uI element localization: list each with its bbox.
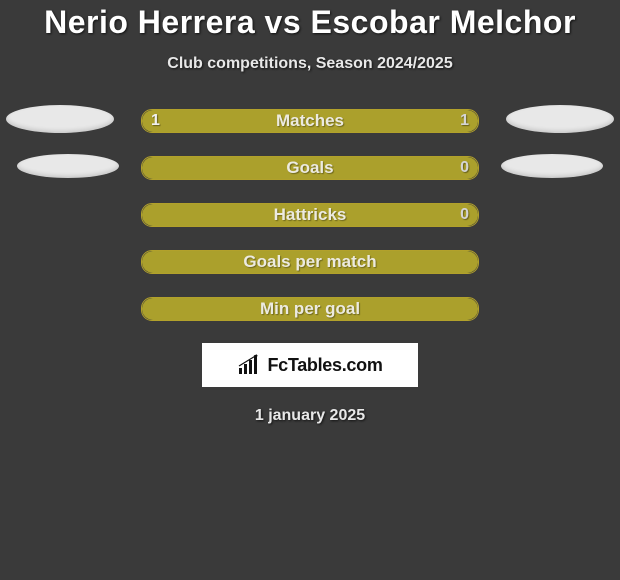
branding-badge: FcTables.com [202,343,418,387]
stat-bar-track [141,156,479,180]
stat-rows: 1 1 Matches 0 Goals 0 [0,109,620,321]
stats-comparison-card: Nerio Herrera vs Escobar Melchor Club co… [0,0,620,425]
page-title: Nerio Herrera vs Escobar Melchor [0,4,620,41]
stat-bar-track [141,109,479,133]
stat-row-min-per-goal: Min per goal [0,297,620,321]
stat-value-right: 1 [460,109,469,133]
stat-bar-track [141,250,479,274]
player-photo-placeholder-left-icon [17,154,119,178]
stat-bar-fill-right [310,110,478,132]
stat-bar-fill-left [142,157,478,179]
stat-bar: 0 Hattricks [141,203,479,227]
stat-value-right: 0 [460,203,469,227]
stat-bar-fill-left [142,110,310,132]
stat-bar-track [141,297,479,321]
stat-bar: Goals per match [141,250,479,274]
stat-row-matches: 1 1 Matches [0,109,620,133]
stat-value-right: 0 [460,156,469,180]
player-photo-placeholder-left-icon [6,105,114,133]
stat-row-goals: 0 Goals [0,156,620,180]
subtitle: Club competitions, Season 2024/2025 [0,55,620,73]
branding-text: FcTables.com [267,355,382,376]
stat-row-goals-per-match: Goals per match [0,250,620,274]
stat-bar: 0 Goals [141,156,479,180]
stat-bar-fill-left [142,298,478,320]
player-photo-placeholder-right-icon [506,105,614,133]
stat-row-hattricks: 0 Hattricks [0,203,620,227]
stat-bar: Min per goal [141,297,479,321]
stat-bar-fill-left [142,251,478,273]
stat-bar-fill-left [142,204,478,226]
stat-bar: 1 1 Matches [141,109,479,133]
date-label: 1 january 2025 [0,407,620,425]
stat-bar-track [141,203,479,227]
stat-value-left: 1 [151,109,160,133]
bar-chart-icon [237,354,263,376]
player-photo-placeholder-right-icon [501,154,603,178]
